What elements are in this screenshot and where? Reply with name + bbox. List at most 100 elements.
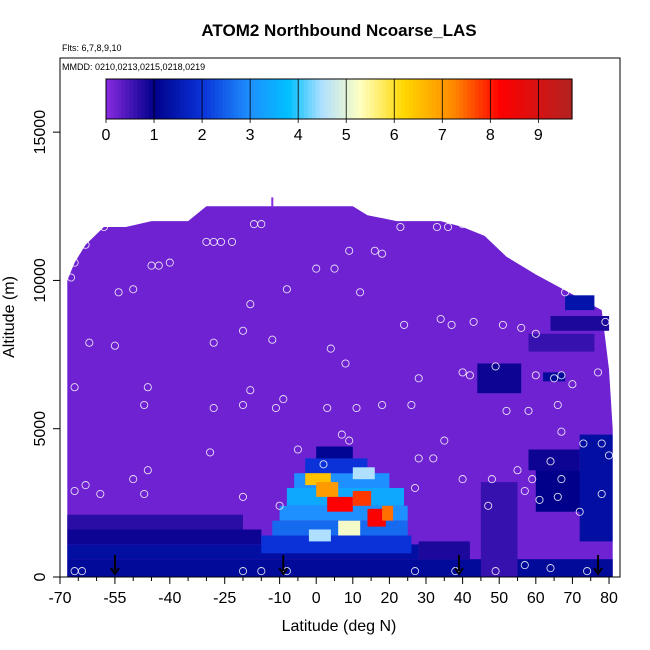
- colorbar-segment: [113, 79, 119, 119]
- down-arrow-marker: [110, 555, 120, 576]
- colorbar-segment: [148, 79, 154, 119]
- colorbar-segment: [206, 79, 212, 119]
- colorbar-segment: [424, 79, 429, 119]
- heatmap-cell: [305, 473, 331, 486]
- colorbar-segment: [179, 79, 185, 119]
- flight-point: [400, 320, 409, 329]
- colorbar-segment: [552, 79, 558, 119]
- colorbar-segment: [249, 79, 255, 119]
- flight-point: [414, 454, 423, 463]
- flight-point: [524, 406, 533, 415]
- flight-point: [319, 460, 328, 469]
- heatmap-cell: [528, 333, 595, 352]
- colorbar-segment: [121, 79, 127, 119]
- heatmap-cell: [550, 316, 610, 331]
- colorbar-segment: [447, 79, 453, 119]
- colorbar-segment: [288, 79, 293, 119]
- colorbar-segment: [300, 79, 305, 119]
- heatmap-cell: [67, 559, 613, 577]
- flight-point: [238, 400, 248, 410]
- annotation-markers: [110, 197, 603, 576]
- chart-title: ATOM2 Northbound Ncoarse_LAS: [201, 21, 476, 40]
- heatmap-cell: [352, 491, 372, 506]
- colorbar-segment: [502, 79, 507, 119]
- flight-point: [553, 400, 562, 410]
- colorbar-segment: [331, 79, 336, 119]
- flight-point: [143, 466, 152, 475]
- y-tick-label: 10000: [32, 258, 49, 303]
- colorbar-tick-label: 2: [198, 127, 207, 144]
- colorbar-tick-label: 9: [534, 127, 543, 144]
- colorbar-segment: [362, 79, 367, 119]
- colorbar-segment: [482, 79, 488, 119]
- colorbar-tick-label: 0: [102, 127, 111, 144]
- flight-point: [531, 329, 540, 338]
- down-arrow-marker: [278, 555, 289, 576]
- flight-point: [206, 448, 215, 457]
- colorbar-segment: [276, 79, 282, 119]
- colorbar-segment: [408, 79, 414, 119]
- heatmap-cell: [477, 363, 522, 394]
- heatmap-cell: [67, 514, 243, 530]
- heatmap-cell: [418, 541, 470, 560]
- colorbar-segment: [459, 79, 464, 119]
- flight-point: [432, 222, 442, 232]
- flight-point: [451, 567, 460, 576]
- heatmap-background-region: [67, 206, 613, 577]
- flight-point: [443, 222, 453, 232]
- colorbar-segment: [393, 79, 398, 119]
- colorbar-segment: [389, 79, 394, 119]
- colorbar-segment: [106, 79, 111, 119]
- y-axis-label: Altitude (m): [1, 276, 18, 358]
- heatmap-cell: [316, 482, 339, 497]
- colorbar-segment: [144, 79, 150, 119]
- flight-point: [81, 481, 90, 490]
- flight-point: [458, 368, 467, 377]
- flight-point: [601, 317, 610, 326]
- x-tick-label: 10: [344, 590, 362, 607]
- colorbar-tick-label: 5: [342, 127, 351, 144]
- colorbar-segment: [261, 79, 266, 119]
- y-axis: 0 5000 10000 15000: [32, 110, 60, 581]
- flight-point: [440, 436, 449, 445]
- flight-point: [257, 220, 266, 229]
- colorbar-segment: [199, 79, 204, 119]
- colorbar-segment: [292, 79, 297, 119]
- flight-point: [378, 400, 387, 410]
- colorbar-segment: [370, 79, 375, 119]
- heatmap-cell: [565, 295, 595, 311]
- flight-point: [140, 400, 149, 410]
- colorbar-segment: [137, 79, 142, 119]
- colorbar-segment: [168, 79, 173, 119]
- colorbar-segment: [140, 79, 146, 119]
- colorbar-segment: [537, 79, 542, 119]
- colorbar-segment: [125, 79, 130, 119]
- colorbar-tick-label: 6: [390, 127, 399, 144]
- flight-point: [154, 261, 163, 270]
- heatmap-cell: [480, 482, 518, 577]
- flight-point: [370, 246, 379, 255]
- colorbar-segment: [540, 79, 546, 119]
- flight-point: [410, 483, 420, 493]
- flight-point: [484, 501, 493, 510]
- heatmap-cell: [327, 496, 353, 512]
- colorbar-segment: [311, 79, 317, 119]
- flights-note: Flts: 6,7,8,9,10: [62, 43, 122, 53]
- heatmap-cell: [67, 529, 262, 545]
- heatmap-cell: [308, 529, 331, 542]
- flight-point: [66, 273, 76, 282]
- flight-point: [129, 475, 138, 484]
- flight-point: [491, 567, 500, 576]
- colorbar-segment: [172, 79, 177, 119]
- colorbar-segment: [129, 79, 134, 119]
- arrow-head: [110, 567, 120, 576]
- flight-point: [238, 567, 248, 576]
- flight-point: [85, 338, 94, 347]
- flight-point: [227, 237, 237, 246]
- x-tick-label: 80: [600, 590, 618, 607]
- colorbar-segment: [401, 79, 406, 119]
- flight-point: [546, 457, 555, 466]
- colorbar-segment: [187, 79, 193, 119]
- flight-point: [458, 475, 467, 484]
- colorbar-segment: [385, 79, 391, 119]
